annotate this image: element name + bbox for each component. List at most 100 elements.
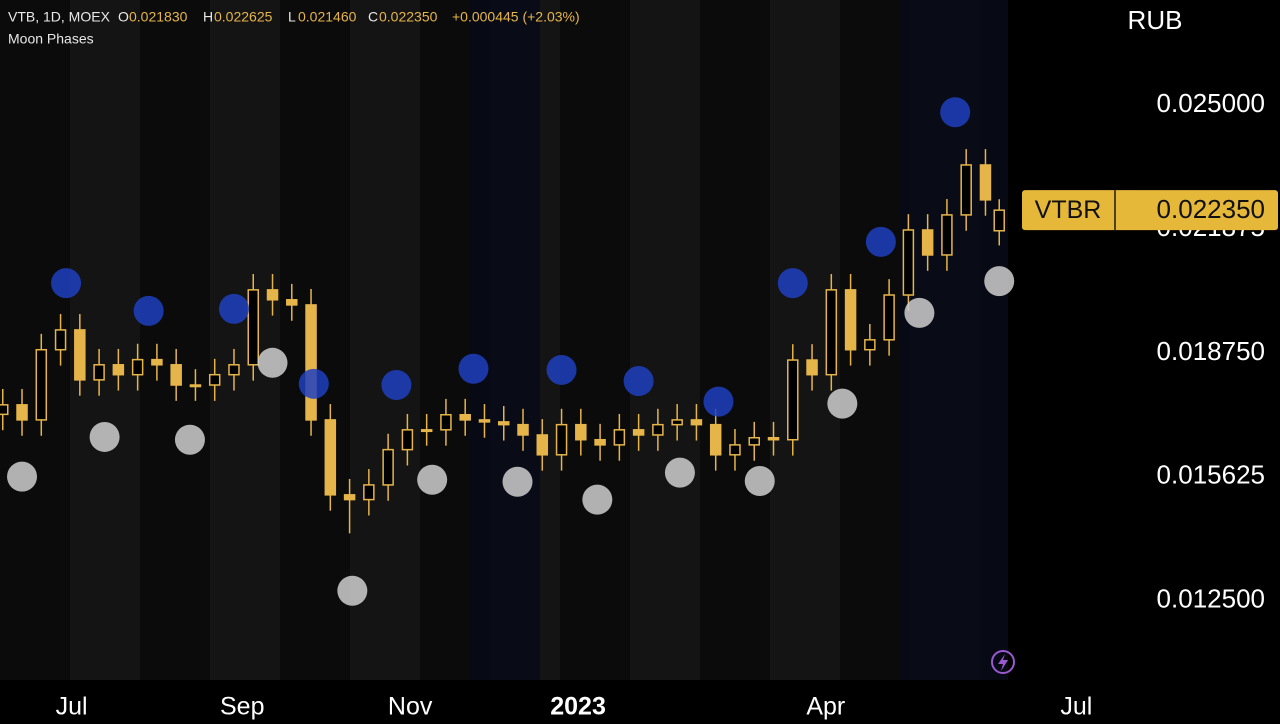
candle-body <box>690 419 703 426</box>
candle-body <box>93 364 105 381</box>
candle-body <box>517 423 529 436</box>
candle-body <box>652 423 664 436</box>
candle-body <box>363 484 375 501</box>
change: +0.000445 (+2.03%) <box>452 9 580 25</box>
moon-marker <box>703 386 734 417</box>
candle-body <box>729 444 741 456</box>
moon-marker <box>298 368 329 399</box>
moon-marker <box>827 388 858 419</box>
moon-marker <box>502 466 533 497</box>
candle-body <box>748 436 760 446</box>
x-tick-label: Jul <box>56 693 88 721</box>
high-key: H <box>203 9 213 25</box>
close-value: 0.022350 <box>379 9 438 25</box>
candle-body <box>382 448 394 486</box>
moon-marker <box>623 366 654 397</box>
low-value: 0.021460 <box>298 9 357 25</box>
candle-body <box>883 294 895 341</box>
candle-body <box>497 421 510 426</box>
price-tag-symbol: VTBR <box>1035 196 1102 224</box>
moon-marker <box>51 268 82 299</box>
y-tick-label: 0.018750 <box>1157 336 1265 366</box>
price-tag-value: 0.022350 <box>1157 194 1265 224</box>
candle-body <box>286 299 298 306</box>
candle-body <box>979 164 992 201</box>
candle-body <box>613 429 626 446</box>
candle-body <box>151 358 163 366</box>
high-value: 0.022625 <box>214 9 273 25</box>
candle-body <box>594 438 606 446</box>
candle-body <box>170 364 182 386</box>
x-tick-label: Nov <box>388 693 433 721</box>
candle-body <box>902 229 915 296</box>
x-tick-label: Sep <box>220 693 264 721</box>
candle-body <box>305 304 317 421</box>
candle-body <box>131 358 144 376</box>
moon-marker <box>744 465 775 496</box>
plot-area <box>0 149 1005 534</box>
lightning-icon <box>991 650 1015 674</box>
open-value: 0.021830 <box>129 9 188 25</box>
close-key: C <box>368 9 378 25</box>
moon-marker <box>546 354 577 385</box>
candle-body <box>555 423 568 456</box>
candle-body <box>921 229 934 256</box>
x-tick-label: 2023 <box>550 693 606 721</box>
candle-body <box>343 494 356 501</box>
candle-body <box>632 429 645 436</box>
candle-body <box>960 164 972 216</box>
symbol: VTB, 1D, MOEX <box>8 9 111 25</box>
moon-marker <box>582 484 613 515</box>
moon-marker <box>218 293 249 324</box>
y-tick-label: 0.025000 <box>1157 88 1265 118</box>
candle-body <box>806 359 818 376</box>
price-tag-box <box>1022 190 1278 231</box>
candle-body <box>440 413 452 431</box>
moon-marker <box>865 226 896 257</box>
candle-body <box>208 373 221 386</box>
open-key: O <box>118 9 129 25</box>
candle-body <box>228 364 240 376</box>
candle-body <box>709 423 722 456</box>
plot-shade <box>470 0 540 680</box>
moon-marker <box>777 268 808 299</box>
candle-body <box>844 289 857 351</box>
candle-body <box>478 419 491 423</box>
moon-marker <box>337 575 368 606</box>
candle-body <box>575 423 587 441</box>
candle-body <box>189 384 202 388</box>
currency: RUB <box>1128 5 1183 35</box>
candle-body <box>787 359 799 441</box>
moon-marker <box>174 424 205 455</box>
moon-marker <box>664 457 695 488</box>
candle-body <box>35 348 48 421</box>
candle-body <box>536 434 549 456</box>
candle-body <box>324 419 337 496</box>
moon-marker <box>417 464 448 495</box>
candle-body <box>16 404 28 421</box>
x-tick-label: Apr <box>806 693 845 721</box>
candle-body <box>825 289 838 376</box>
candle-body <box>420 429 433 433</box>
candle-body <box>941 214 953 256</box>
moon-marker <box>940 97 971 128</box>
moon-marker <box>381 370 412 401</box>
y-tick-label: 0.015625 <box>1157 460 1265 490</box>
candle-body <box>247 289 259 366</box>
moon-marker <box>89 421 120 452</box>
axes: 0.0125000.0156250.0187500.0218750.025000… <box>56 88 1278 721</box>
moon-marker <box>257 347 288 378</box>
moon-marker <box>984 266 1015 297</box>
moon-marker <box>458 353 489 384</box>
y-tick-label: 0.012500 <box>1157 584 1265 614</box>
candle-body <box>401 429 414 451</box>
candle-body <box>74 329 86 381</box>
x-tick-label: Jul <box>1060 693 1092 721</box>
low-key: L <box>288 9 296 25</box>
moon-marker <box>133 295 164 326</box>
price-tag: VTBR 0.022350 <box>1022 190 1278 231</box>
candle-body <box>0 404 9 416</box>
moon-phases <box>7 97 1015 606</box>
